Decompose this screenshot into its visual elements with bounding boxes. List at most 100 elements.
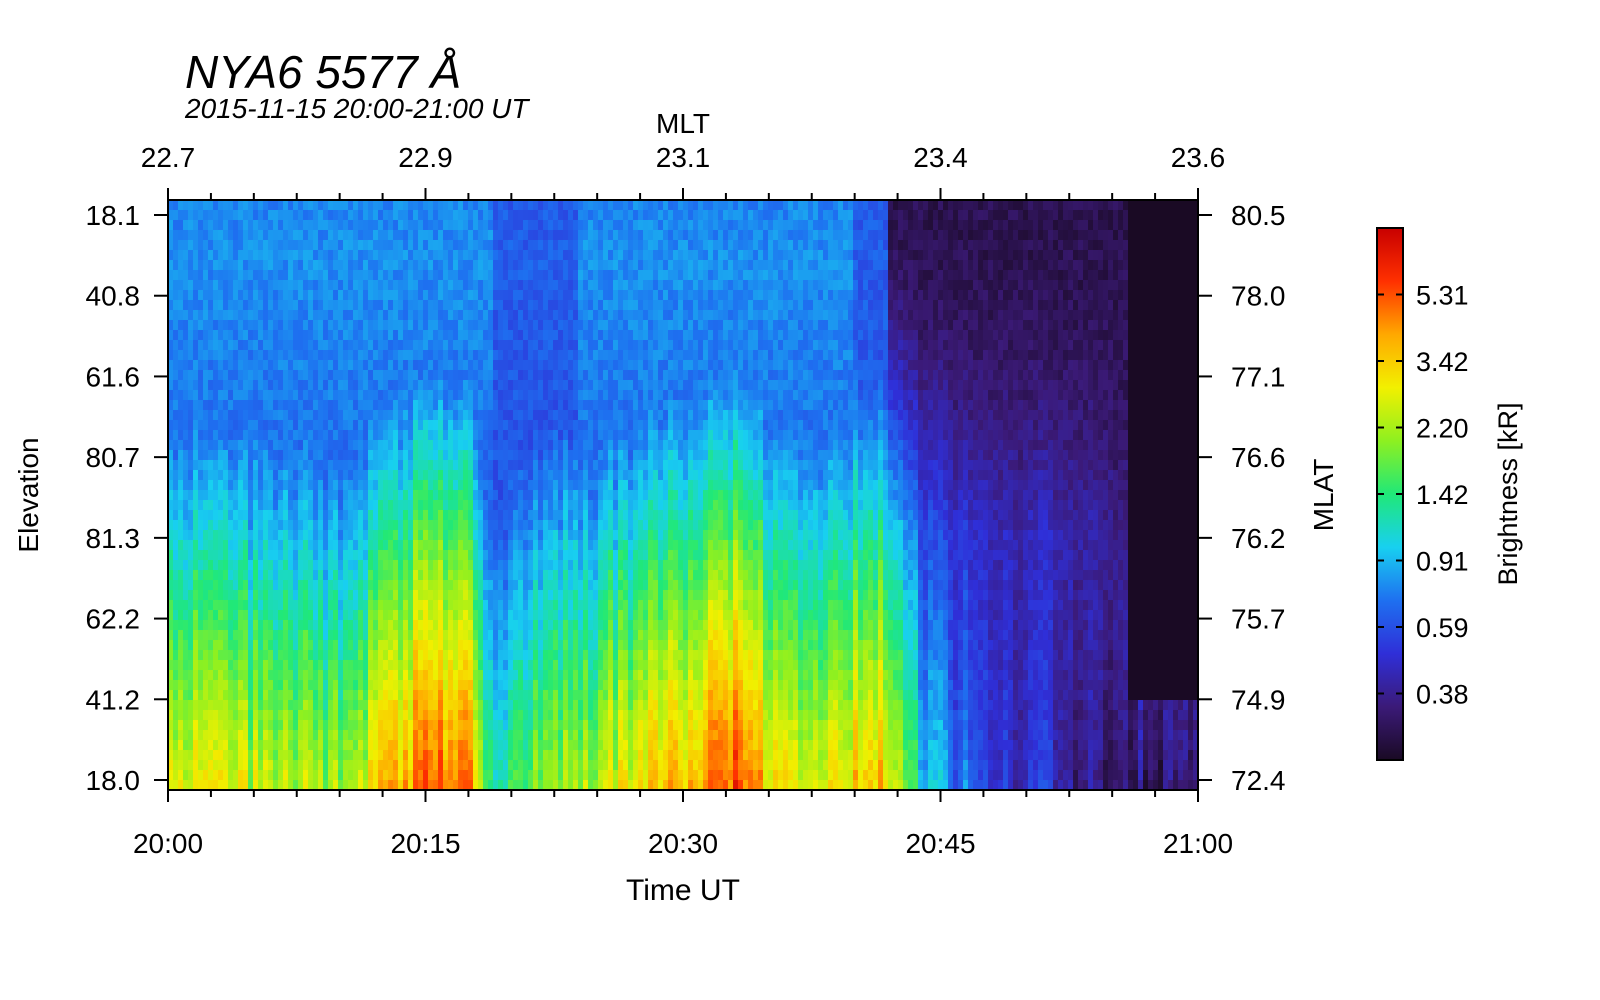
heatmap-cell xyxy=(568,450,574,461)
heatmap-cell xyxy=(218,670,224,681)
heatmap-cell xyxy=(528,740,534,751)
heatmap-cell xyxy=(538,300,544,311)
heatmap-cell xyxy=(278,780,284,790)
heatmap-cell xyxy=(403,480,409,491)
heatmap-cell xyxy=(168,380,174,391)
heatmap-cell xyxy=(203,300,209,311)
heatmap-cell xyxy=(188,410,194,421)
heatmap-cell xyxy=(368,270,374,281)
heatmap-cell xyxy=(213,720,219,731)
heatmap-cell xyxy=(238,400,244,411)
heatmap-cell xyxy=(423,350,429,361)
heatmap-cell xyxy=(438,410,444,421)
heatmap-cell xyxy=(568,230,574,241)
heatmap-cell xyxy=(408,300,414,311)
heatmap-cell xyxy=(178,650,184,661)
heatmap-cell xyxy=(303,420,309,431)
heatmap-cell xyxy=(413,270,419,281)
heatmap-cell xyxy=(283,360,289,371)
heatmap-cell xyxy=(198,360,204,371)
heatmap-cell xyxy=(248,360,254,371)
heatmap-cell xyxy=(463,690,469,701)
heatmap-cell xyxy=(273,450,279,461)
heatmap-cell xyxy=(323,480,329,491)
heatmap-cell xyxy=(488,480,494,491)
heatmap-cell xyxy=(433,720,439,731)
heatmap-cell xyxy=(558,310,564,321)
heatmap-cell xyxy=(438,440,444,451)
heatmap-cell xyxy=(393,340,399,351)
heatmap-cell xyxy=(548,360,554,371)
heatmap-cell xyxy=(363,530,369,541)
heatmap-cell xyxy=(548,270,554,281)
heatmap-cell xyxy=(398,260,404,271)
heatmap-cell xyxy=(528,670,534,681)
heatmap-cell xyxy=(368,510,374,521)
heatmap-cell xyxy=(538,360,544,371)
heatmap-cell xyxy=(168,550,174,561)
heatmap-cell xyxy=(293,410,299,421)
heatmap-cell xyxy=(488,220,494,231)
heatmap-cell xyxy=(563,280,569,291)
heatmap-cell xyxy=(193,730,199,741)
heatmap-cell xyxy=(318,320,324,331)
heatmap-cell xyxy=(333,380,339,391)
heatmap-cell xyxy=(568,690,574,701)
heatmap-cell xyxy=(573,240,579,251)
heatmap-cell xyxy=(423,520,429,531)
heatmap-cell xyxy=(503,330,509,341)
heatmap-cell xyxy=(188,280,194,291)
heatmap-cell xyxy=(533,780,539,790)
heatmap-cell xyxy=(463,700,469,711)
heatmap-cell xyxy=(468,370,474,381)
heatmap-cell xyxy=(318,210,324,221)
heatmap-cell xyxy=(393,530,399,541)
heatmap-cell xyxy=(508,690,514,701)
heatmap-cell xyxy=(218,360,224,371)
heatmap-cell xyxy=(303,520,309,531)
heatmap-cell xyxy=(533,350,539,361)
heatmap-cell xyxy=(218,720,224,731)
heatmap-cell xyxy=(338,470,344,481)
heatmap-cell xyxy=(558,330,564,341)
heatmap-cell xyxy=(193,620,199,631)
heatmap-cell xyxy=(228,500,234,511)
heatmap-cell xyxy=(333,580,339,591)
heatmap-cell xyxy=(203,720,209,731)
heatmap-cell xyxy=(473,560,479,571)
heatmap-cell xyxy=(233,370,239,381)
heatmap-cell xyxy=(428,580,434,591)
heatmap-cell xyxy=(263,540,269,551)
heatmap-cell xyxy=(258,260,264,271)
heatmap-cell xyxy=(268,260,274,271)
heatmap-cell xyxy=(343,540,349,551)
heatmap-cell xyxy=(223,350,229,361)
heatmap-cell xyxy=(173,370,179,381)
heatmap-cell xyxy=(478,540,484,551)
heatmap-cell xyxy=(553,540,559,551)
heatmap-cell xyxy=(533,210,539,221)
heatmap-cell xyxy=(518,360,524,371)
heatmap-cell xyxy=(553,680,559,691)
heatmap-cell xyxy=(468,430,474,441)
heatmap-cell xyxy=(473,450,479,461)
heatmap-cell xyxy=(218,460,224,471)
heatmap-cell xyxy=(183,290,189,301)
heatmap-cell xyxy=(218,690,224,701)
heatmap-cell xyxy=(383,710,389,721)
heatmap-cell xyxy=(283,500,289,511)
heatmap-cell xyxy=(213,410,219,421)
heatmap-cell xyxy=(323,670,329,681)
heatmap-cell xyxy=(548,770,554,781)
heatmap-cell xyxy=(368,260,374,271)
heatmap-cell xyxy=(298,510,304,521)
heatmap-cell xyxy=(268,440,274,451)
heatmap-cell xyxy=(588,580,594,591)
heatmap-cell xyxy=(213,780,219,790)
heatmap-cell xyxy=(248,320,254,331)
heatmap-cell xyxy=(218,310,224,321)
heatmap-cell xyxy=(188,370,194,381)
heatmap-cell xyxy=(458,730,464,741)
heatmap-cell xyxy=(558,690,564,701)
heatmap-cell xyxy=(348,380,354,391)
